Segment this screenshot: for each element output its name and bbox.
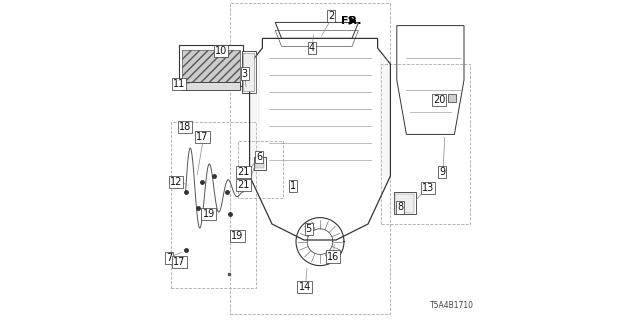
Text: 21: 21 bbox=[237, 180, 250, 190]
Text: 19: 19 bbox=[202, 209, 215, 219]
Text: 17: 17 bbox=[196, 132, 209, 142]
Text: 10: 10 bbox=[214, 46, 227, 56]
Text: 9: 9 bbox=[439, 167, 445, 177]
Text: 2: 2 bbox=[328, 11, 334, 21]
Text: 13: 13 bbox=[422, 183, 435, 193]
Text: 6: 6 bbox=[256, 152, 262, 162]
Text: FR.: FR. bbox=[341, 16, 362, 27]
Text: T5A4B1710: T5A4B1710 bbox=[429, 301, 474, 310]
Text: 19: 19 bbox=[231, 231, 244, 241]
Text: 14: 14 bbox=[298, 282, 311, 292]
Text: 4: 4 bbox=[309, 43, 315, 53]
Text: 3: 3 bbox=[242, 68, 248, 79]
Bar bbox=[255, 159, 264, 168]
Bar bbox=[394, 192, 416, 214]
Bar bbox=[178, 82, 182, 87]
Text: 11: 11 bbox=[173, 79, 186, 89]
Text: 20: 20 bbox=[433, 95, 445, 105]
Text: 5: 5 bbox=[306, 224, 312, 234]
Text: 21: 21 bbox=[237, 167, 250, 177]
Text: 1: 1 bbox=[290, 181, 296, 191]
Bar bbox=[181, 82, 240, 90]
Text: 8: 8 bbox=[397, 202, 403, 212]
Bar bbox=[396, 194, 415, 213]
Bar bbox=[243, 53, 255, 91]
FancyBboxPatch shape bbox=[160, 3, 477, 320]
Text: 16: 16 bbox=[326, 252, 339, 262]
Text: 12: 12 bbox=[170, 177, 182, 187]
Text: 7: 7 bbox=[166, 253, 172, 263]
Text: 18: 18 bbox=[179, 122, 191, 132]
Text: 17: 17 bbox=[173, 257, 186, 267]
Bar bbox=[182, 50, 240, 82]
Bar bbox=[448, 94, 456, 102]
Bar bbox=[253, 157, 266, 170]
Bar bbox=[242, 51, 256, 93]
Bar bbox=[179, 45, 243, 86]
